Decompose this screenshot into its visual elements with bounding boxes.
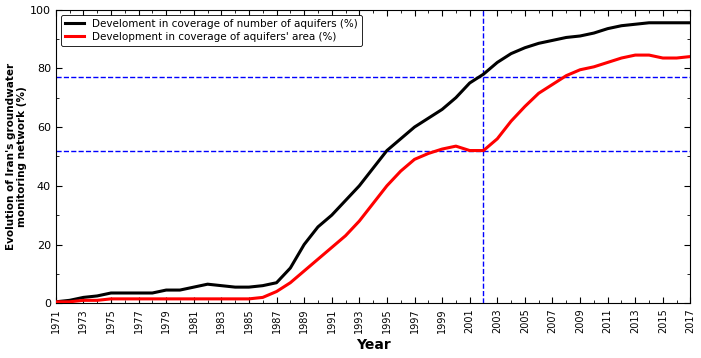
Legend: Develoment in coverage of number of aquifers (%), Development in coverage of aqu: Develoment in coverage of number of aqui… (61, 15, 362, 46)
Development in coverage of aquifers' area (%) (548, 82, 557, 87)
Y-axis label: Evolution of Iran's groundwater
monitoring network (%): Evolution of Iran's groundwater monitori… (6, 63, 27, 250)
Development in coverage of aquifers' area (%) (355, 219, 364, 223)
Develoment in coverage of number of aquifers (%) (135, 291, 143, 295)
Develoment in coverage of number of aquifers (%) (162, 288, 170, 292)
Development in coverage of aquifers' area (%) (521, 104, 529, 108)
Development in coverage of aquifers' area (%) (189, 297, 198, 301)
Development in coverage of aquifers' area (%) (618, 56, 626, 60)
Development in coverage of aquifers' area (%) (507, 119, 515, 123)
Develoment in coverage of number of aquifers (%) (327, 213, 336, 217)
Development in coverage of aquifers' area (%) (286, 281, 294, 285)
Develoment in coverage of number of aquifers (%) (604, 26, 612, 31)
Development in coverage of aquifers' area (%) (121, 297, 129, 301)
Development in coverage of aquifers' area (%) (576, 68, 584, 72)
Development in coverage of aquifers' area (%) (438, 147, 447, 151)
Development in coverage of aquifers' area (%) (176, 297, 184, 301)
Development in coverage of aquifers' area (%) (107, 297, 115, 301)
Development in coverage of aquifers' area (%) (686, 54, 695, 59)
Development in coverage of aquifers' area (%) (52, 300, 60, 304)
Develoment in coverage of number of aquifers (%) (424, 116, 433, 120)
Develoment in coverage of number of aquifers (%) (259, 284, 267, 288)
Develoment in coverage of number of aquifers (%) (272, 281, 280, 285)
Develoment in coverage of number of aquifers (%) (645, 21, 653, 25)
Develoment in coverage of number of aquifers (%) (300, 242, 308, 247)
Develoment in coverage of number of aquifers (%) (631, 22, 639, 26)
Development in coverage of aquifers' area (%) (272, 289, 280, 294)
Develoment in coverage of number of aquifers (%) (286, 266, 294, 270)
Development in coverage of aquifers' area (%) (369, 201, 377, 205)
Development in coverage of aquifers' area (%) (590, 65, 598, 69)
Develoment in coverage of number of aquifers (%) (534, 41, 543, 45)
Development in coverage of aquifers' area (%) (645, 53, 653, 57)
Develoment in coverage of number of aquifers (%) (576, 34, 584, 38)
Develoment in coverage of number of aquifers (%) (93, 294, 102, 298)
Development in coverage of aquifers' area (%) (534, 91, 543, 96)
Develoment in coverage of number of aquifers (%) (465, 81, 474, 85)
Development in coverage of aquifers' area (%) (314, 257, 322, 261)
Develoment in coverage of number of aquifers (%) (451, 96, 460, 100)
Development in coverage of aquifers' area (%) (327, 245, 336, 250)
Development in coverage of aquifers' area (%) (300, 269, 308, 273)
Development in coverage of aquifers' area (%) (631, 53, 639, 57)
Develoment in coverage of number of aquifers (%) (355, 184, 364, 188)
Develoment in coverage of number of aquifers (%) (618, 24, 626, 28)
Develoment in coverage of number of aquifers (%) (314, 225, 322, 229)
Development in coverage of aquifers' area (%) (93, 298, 102, 303)
Development in coverage of aquifers' area (%) (410, 157, 418, 161)
Develoment in coverage of number of aquifers (%) (590, 31, 598, 35)
Development in coverage of aquifers' area (%) (135, 297, 143, 301)
Development in coverage of aquifers' area (%) (231, 297, 239, 301)
Develoment in coverage of number of aquifers (%) (217, 284, 226, 288)
Develoment in coverage of number of aquifers (%) (341, 198, 350, 203)
Development in coverage of aquifers' area (%) (493, 137, 501, 141)
Develoment in coverage of number of aquifers (%) (369, 166, 377, 170)
Development in coverage of aquifers' area (%) (562, 73, 571, 78)
Development in coverage of aquifers' area (%) (659, 56, 667, 60)
Development in coverage of aquifers' area (%) (451, 144, 460, 148)
Develoment in coverage of number of aquifers (%) (121, 291, 129, 295)
Development in coverage of aquifers' area (%) (341, 233, 350, 238)
Develoment in coverage of number of aquifers (%) (493, 60, 501, 64)
Develoment in coverage of number of aquifers (%) (672, 21, 681, 25)
Development in coverage of aquifers' area (%) (259, 295, 267, 300)
Develoment in coverage of number of aquifers (%) (507, 52, 515, 56)
Develoment in coverage of number of aquifers (%) (231, 285, 239, 289)
Line: Development in coverage of aquifers' area (%): Development in coverage of aquifers' are… (56, 55, 690, 302)
Develoment in coverage of number of aquifers (%) (245, 285, 253, 289)
Develoment in coverage of number of aquifers (%) (383, 149, 391, 153)
Develoment in coverage of number of aquifers (%) (686, 21, 695, 25)
Develoment in coverage of number of aquifers (%) (189, 285, 198, 289)
Develoment in coverage of number of aquifers (%) (548, 38, 557, 43)
Development in coverage of aquifers' area (%) (397, 169, 405, 173)
Development in coverage of aquifers' area (%) (424, 151, 433, 156)
Development in coverage of aquifers' area (%) (672, 56, 681, 60)
Develoment in coverage of number of aquifers (%) (397, 137, 405, 141)
Develoment in coverage of number of aquifers (%) (479, 72, 488, 76)
Develoment in coverage of number of aquifers (%) (438, 107, 447, 112)
Development in coverage of aquifers' area (%) (148, 297, 156, 301)
Development in coverage of aquifers' area (%) (203, 297, 212, 301)
Develoment in coverage of number of aquifers (%) (176, 288, 184, 292)
Develoment in coverage of number of aquifers (%) (65, 298, 74, 303)
Development in coverage of aquifers' area (%) (383, 184, 391, 188)
Development in coverage of aquifers' area (%) (217, 297, 226, 301)
Develoment in coverage of number of aquifers (%) (107, 291, 115, 295)
Development in coverage of aquifers' area (%) (162, 297, 170, 301)
Development in coverage of aquifers' area (%) (65, 300, 74, 304)
Develoment in coverage of number of aquifers (%) (203, 282, 212, 286)
X-axis label: Year: Year (355, 338, 390, 352)
Development in coverage of aquifers' area (%) (79, 298, 88, 303)
Line: Develoment in coverage of number of aquifers (%): Develoment in coverage of number of aqui… (56, 23, 690, 302)
Development in coverage of aquifers' area (%) (604, 60, 612, 64)
Develoment in coverage of number of aquifers (%) (148, 291, 156, 295)
Development in coverage of aquifers' area (%) (479, 149, 488, 153)
Develoment in coverage of number of aquifers (%) (410, 125, 418, 129)
Develoment in coverage of number of aquifers (%) (79, 295, 88, 300)
Develoment in coverage of number of aquifers (%) (521, 45, 529, 50)
Development in coverage of aquifers' area (%) (465, 149, 474, 153)
Develoment in coverage of number of aquifers (%) (562, 35, 571, 40)
Develoment in coverage of number of aquifers (%) (659, 21, 667, 25)
Development in coverage of aquifers' area (%) (245, 297, 253, 301)
Develoment in coverage of number of aquifers (%) (52, 300, 60, 304)
